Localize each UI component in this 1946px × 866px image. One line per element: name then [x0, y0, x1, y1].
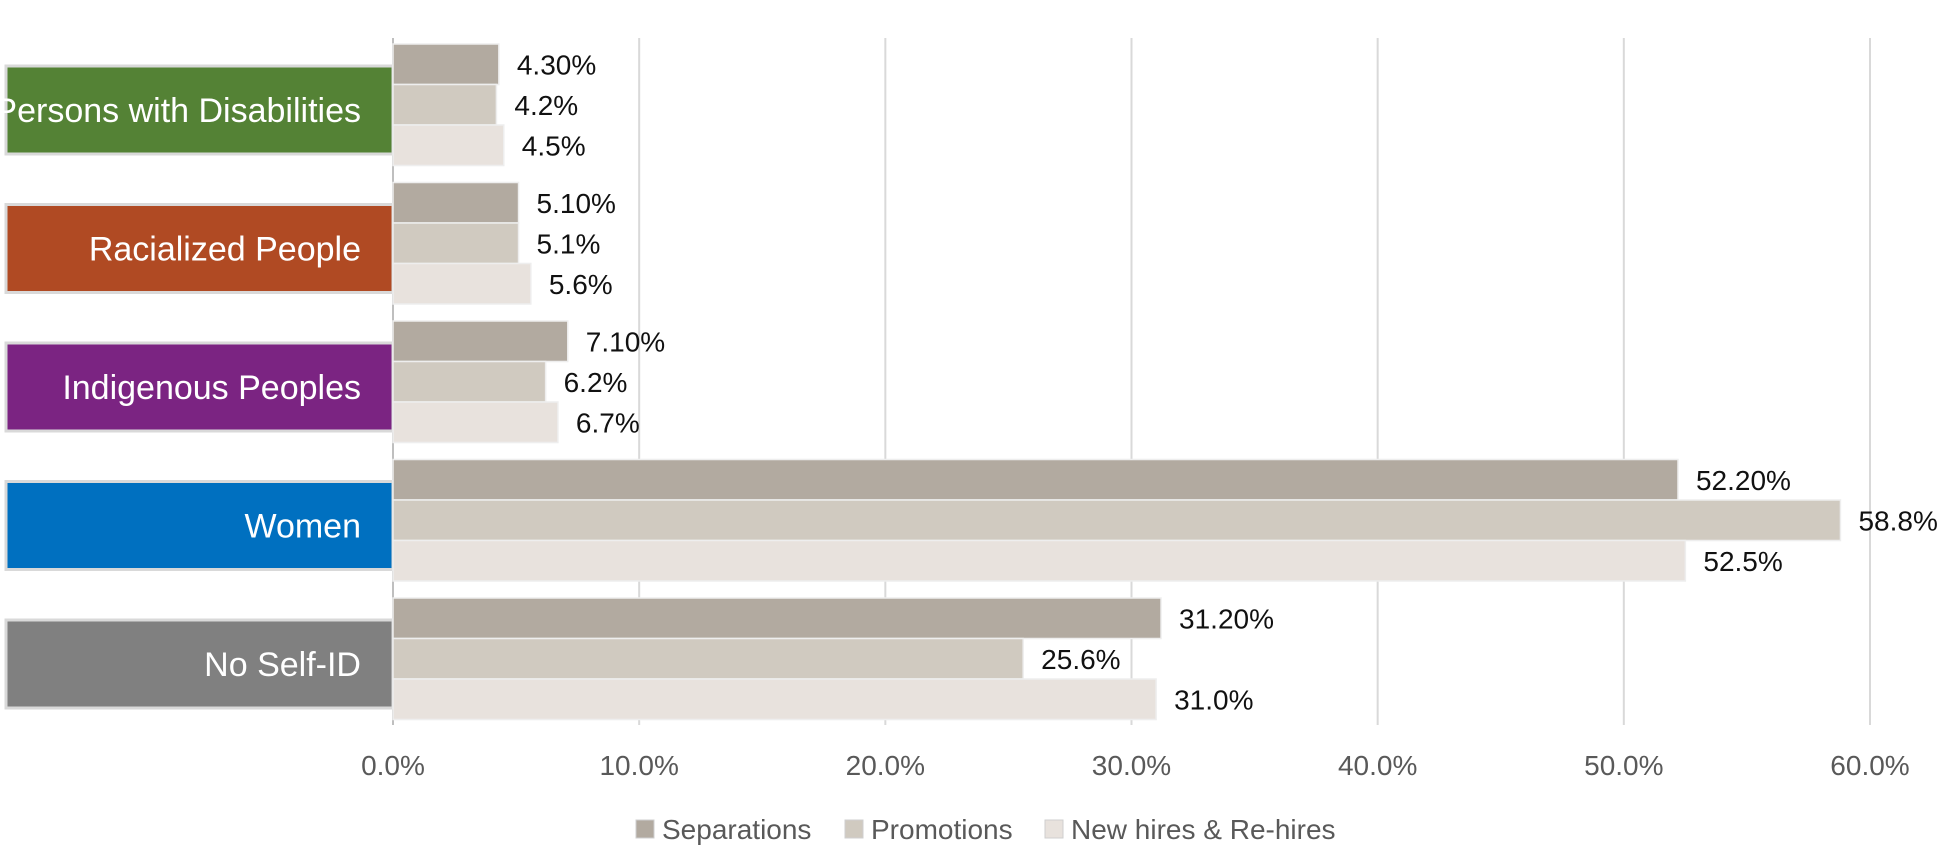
- bar: [392, 222, 520, 265]
- data-label: 7.10%: [586, 326, 665, 357]
- bar: [392, 262, 532, 305]
- bar: [392, 678, 1157, 721]
- data-label: 4.2%: [514, 90, 578, 121]
- bar: [392, 83, 498, 126]
- data-label: 5.10%: [537, 188, 616, 219]
- legend-swatch: [1044, 819, 1064, 839]
- bar: [392, 360, 547, 403]
- category-label-box: [4, 341, 395, 433]
- bar: [392, 499, 1842, 542]
- x-tick-label: 30.0%: [1092, 750, 1171, 781]
- category-label-box: [4, 480, 395, 571]
- legend-label: New hires & Re-hires: [1071, 814, 1336, 845]
- category-label: Indigenous Peoples: [62, 369, 361, 407]
- x-tick-label: 0.0%: [361, 750, 425, 781]
- category-label-box: [4, 203, 395, 294]
- legend-label: Separations: [662, 814, 811, 845]
- data-label: 31.0%: [1174, 684, 1253, 715]
- data-label: 31.20%: [1179, 603, 1274, 634]
- bar: [392, 458, 1679, 501]
- data-label: 52.5%: [1703, 546, 1782, 577]
- bar: [392, 637, 1024, 680]
- legend-swatch: [844, 819, 864, 839]
- data-label: 5.6%: [549, 269, 613, 300]
- bar: [392, 181, 520, 224]
- bar: [392, 597, 1162, 640]
- bar: [392, 124, 505, 167]
- data-label: 5.1%: [537, 228, 601, 259]
- category-label-box: [4, 618, 395, 710]
- category-label: Women: [244, 508, 361, 546]
- data-label: 4.30%: [517, 49, 596, 80]
- x-tick-label: 40.0%: [1338, 750, 1417, 781]
- category-label: Persons with Disabilities: [0, 92, 361, 130]
- legend-label: Promotions: [871, 814, 1013, 845]
- data-label: 4.5%: [522, 130, 586, 161]
- bar: [392, 43, 500, 86]
- bar: [392, 539, 1687, 582]
- x-tick-label: 20.0%: [846, 750, 925, 781]
- x-tick-label: 60.0%: [1830, 750, 1909, 781]
- category-label: No Self-ID: [204, 646, 361, 684]
- data-label: 52.20%: [1696, 465, 1791, 496]
- data-label: 6.7%: [576, 407, 640, 438]
- category-label-box: [4, 64, 395, 156]
- data-label: 25.6%: [1041, 644, 1120, 675]
- x-tick-label: 50.0%: [1584, 750, 1663, 781]
- x-tick-label: 10.0%: [599, 750, 678, 781]
- bar: [392, 401, 559, 444]
- bar: [392, 320, 569, 363]
- data-label: 58.8%: [1858, 505, 1937, 536]
- legend-swatch: [635, 819, 655, 839]
- data-label: 6.2%: [564, 367, 628, 398]
- category-label: Racialized People: [89, 231, 361, 269]
